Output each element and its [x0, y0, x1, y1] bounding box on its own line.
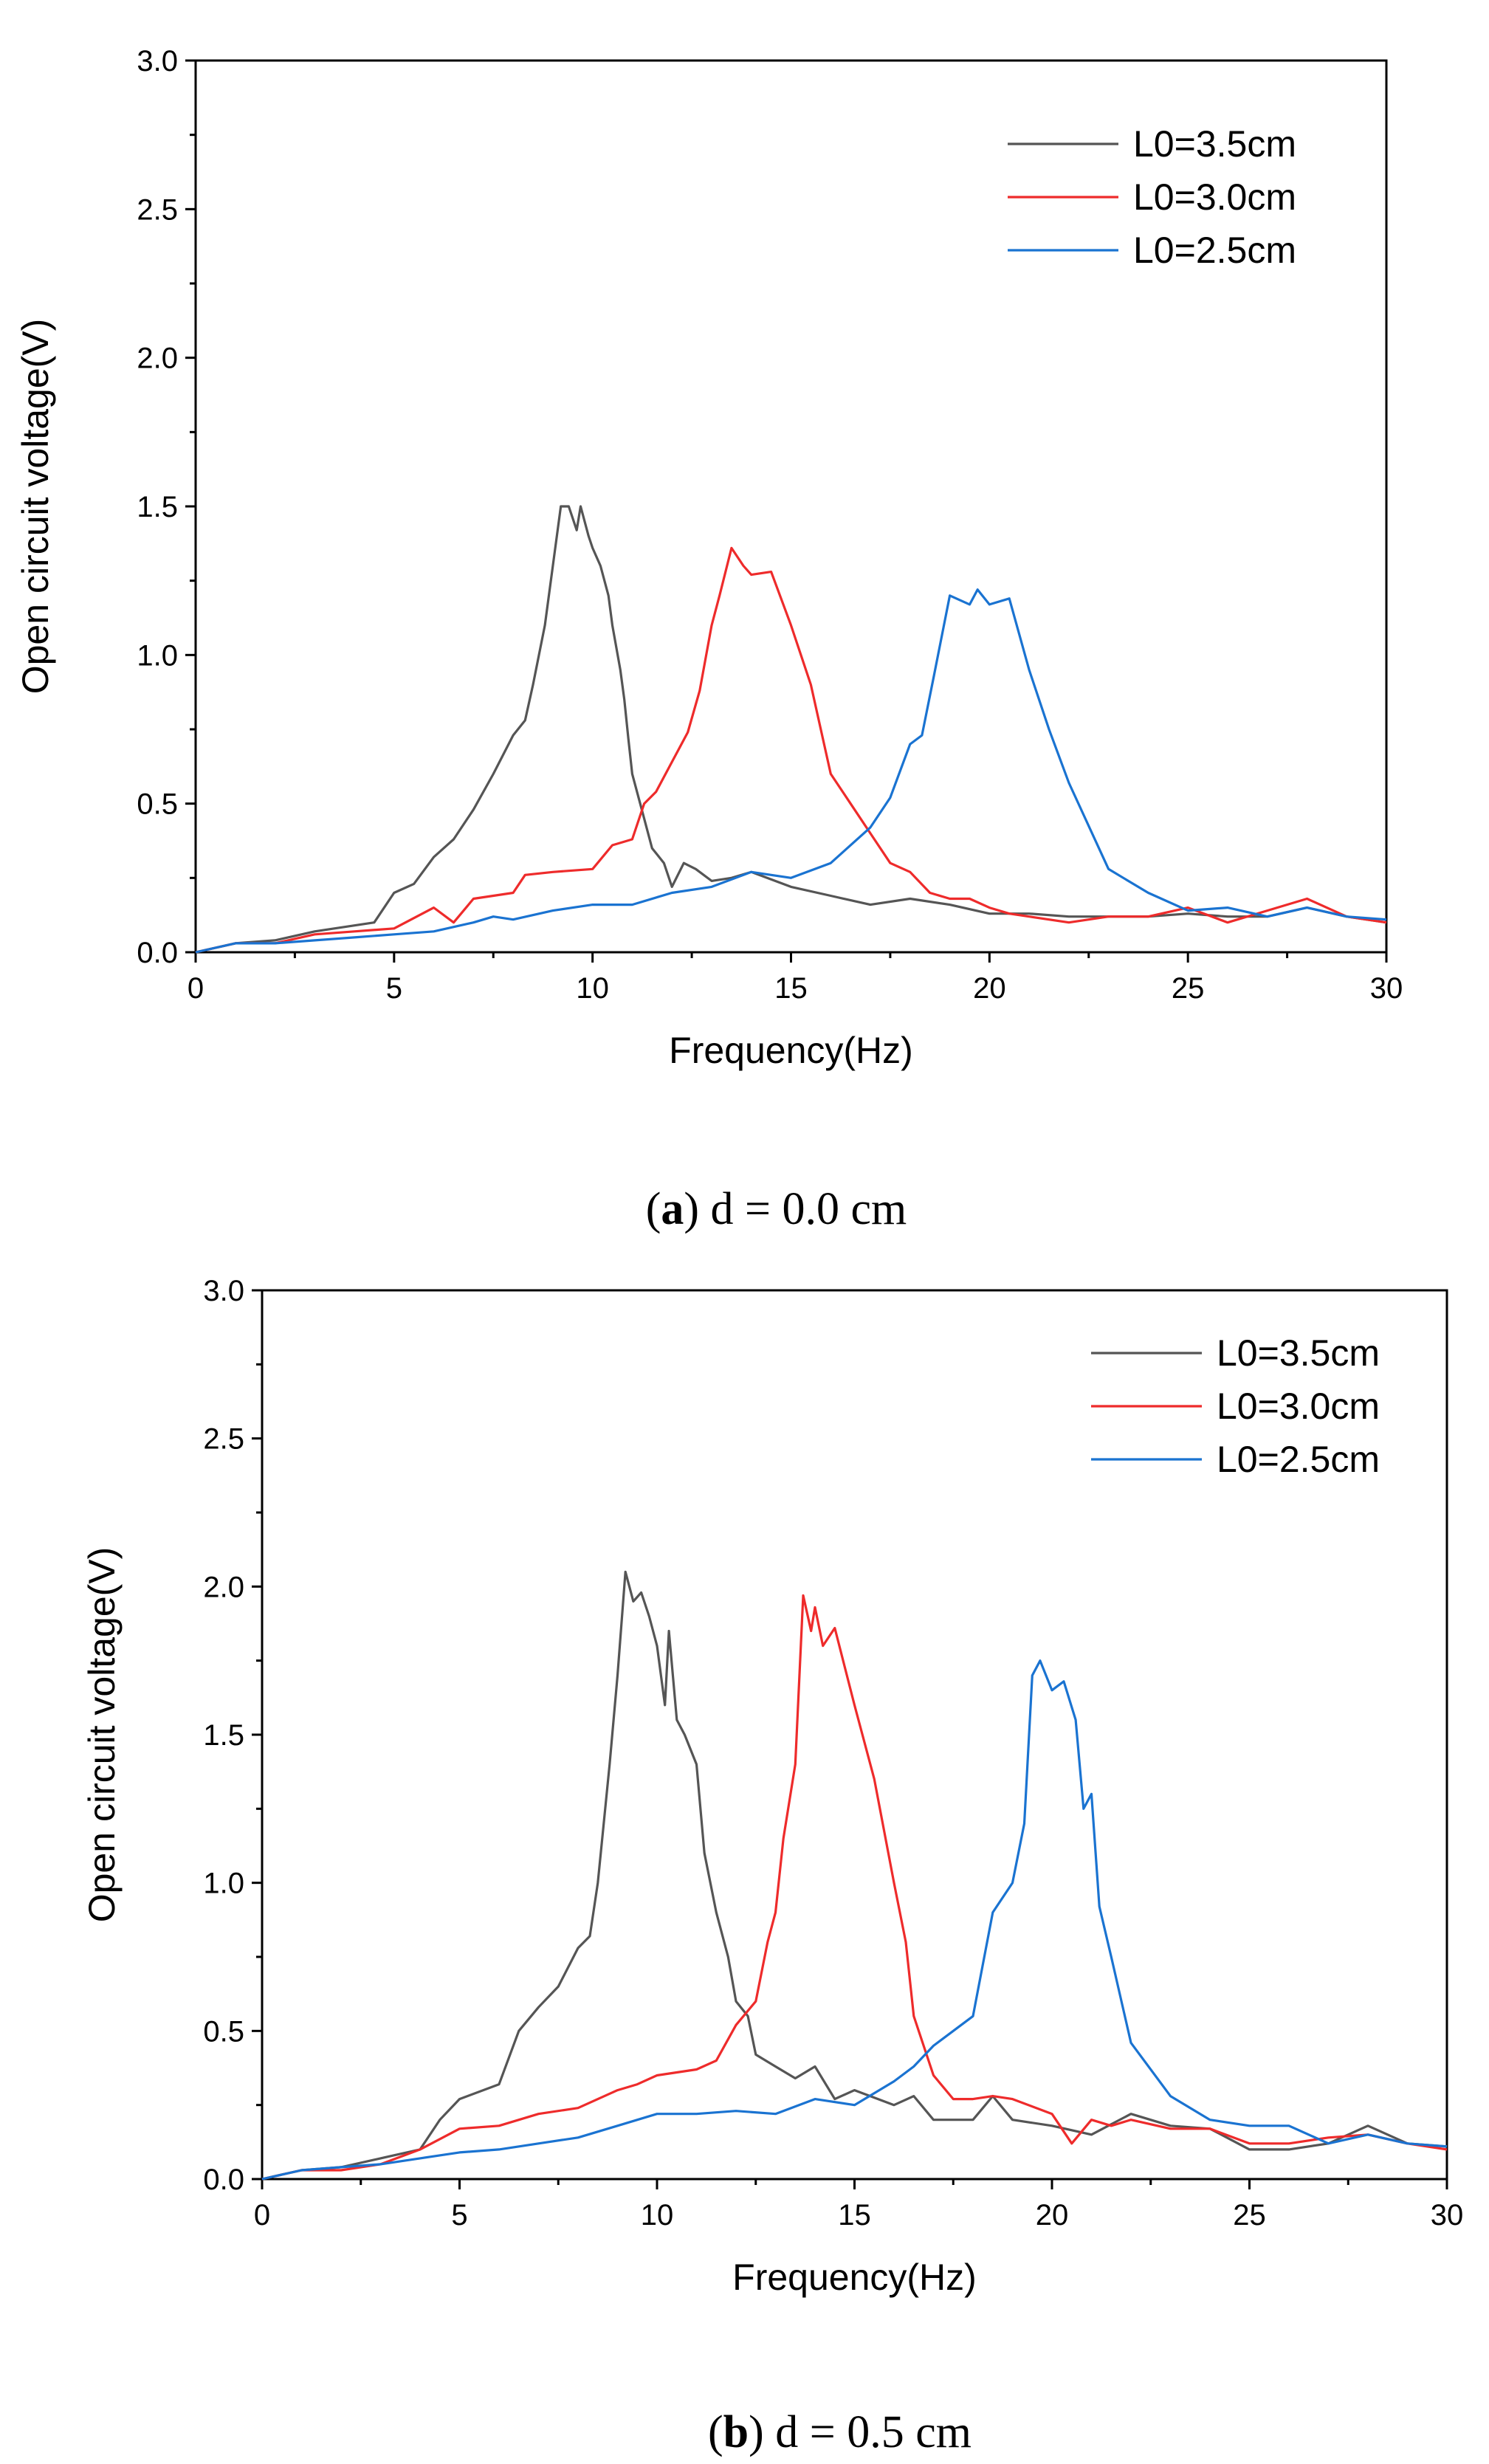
y-tick-label: 1.5 — [203, 1719, 244, 1752]
y-tick-label: 2.5 — [137, 193, 178, 226]
x-tick-label: 25 — [1172, 972, 1205, 1005]
series-line-L0=2.5cm — [261, 1659, 1448, 2181]
figure-caption: (b) d = 0.5 cm — [708, 2407, 972, 2457]
y-tick-label: 3.0 — [203, 1275, 244, 1307]
caption-text: d = 0.5 cm — [775, 2407, 972, 2457]
legend-label: L0=2.5cm — [1217, 1439, 1380, 1480]
y-axis-title: Open circuit voltage(V) — [15, 319, 56, 695]
y-tick-label: 0.5 — [203, 2015, 244, 2048]
legend: L0=3.5cm L0=3.0cm L0=2.5cm — [1091, 1332, 1380, 1480]
x-tick-label: 30 — [1431, 2199, 1464, 2231]
series-line-L0=2.5cm — [195, 588, 1387, 954]
y-tick-label: 3.0 — [137, 45, 178, 78]
y-tick-label: 0.5 — [137, 788, 178, 821]
caption-paren-close: ) — [684, 1184, 710, 1234]
x-tick-label: 15 — [838, 2199, 871, 2231]
caption-paren-open: ( — [646, 1184, 661, 1234]
y-axis-title: Open circuit voltage(V) — [81, 1547, 123, 1923]
y-tick-label: 0.0 — [203, 2164, 244, 2196]
y-tick-label: 2.5 — [203, 1423, 244, 1456]
y-tick-label: 1.0 — [203, 1868, 244, 1900]
figure-caption: (a) d = 0.0 cm — [646, 1184, 907, 1234]
legend-label: L0=3.5cm — [1133, 123, 1296, 165]
x-tick-label: 0 — [188, 972, 204, 1005]
legend-label: L0=3.0cm — [1217, 1386, 1380, 1427]
x-tick-label: 20 — [1036, 2199, 1069, 2231]
caption-paren-open: ( — [708, 2407, 723, 2457]
x-tick-label: 15 — [774, 972, 808, 1005]
x-tick-label: 0 — [254, 2199, 270, 2231]
x-tick-label: 30 — [1370, 972, 1403, 1005]
chart-panel-b: 0 5 10 15 20 25 30 0.0 0.5 1.0 1.5 2.0 2.5 3.0 Frequen… — [81, 1275, 1463, 2457]
caption-text: d = 0.0 cm — [711, 1184, 907, 1234]
caption-letter: a — [661, 1184, 684, 1234]
y-tick-label: 2.0 — [137, 343, 178, 375]
series-line-L0=3.0cm — [261, 1594, 1448, 2181]
legend: L0=3.5cm L0=3.0cm L0=2.5cm — [1008, 123, 1296, 271]
x-tick-label: 10 — [641, 2199, 674, 2231]
legend-label: L0=3.5cm — [1217, 1332, 1380, 1374]
caption-paren-close: ) — [749, 2407, 775, 2457]
y-tick-label: 1.0 — [137, 639, 178, 672]
legend-label: L0=3.0cm — [1133, 176, 1296, 218]
y-tick-label: 2.0 — [203, 1571, 244, 1603]
x-axis-title: Frequency(Hz) — [732, 2257, 977, 2298]
series-line-L0=3.0cm — [195, 546, 1387, 954]
x-tick-label: 5 — [451, 2199, 467, 2231]
x-tick-label: 5 — [386, 972, 402, 1005]
caption-letter: b — [723, 2407, 749, 2457]
x-tick-label: 25 — [1233, 2199, 1266, 2231]
x-tick-label: 20 — [973, 972, 1006, 1005]
series-line-L0=3.5cm — [195, 505, 1387, 954]
y-tick-label: 1.5 — [137, 491, 178, 523]
y-tick-label: 0.0 — [137, 937, 178, 969]
x-tick-label: 10 — [576, 972, 609, 1005]
series-line-L0=3.5cm — [261, 1570, 1448, 2181]
chart-panel-a: 0 5 10 15 20 25 30 0.0 0.5 1.0 1.5 2.0 2.5 3.0 Frequen… — [15, 45, 1403, 1234]
legend-label: L0=2.5cm — [1133, 230, 1296, 271]
x-axis-title: Frequency(Hz) — [669, 1030, 913, 1071]
